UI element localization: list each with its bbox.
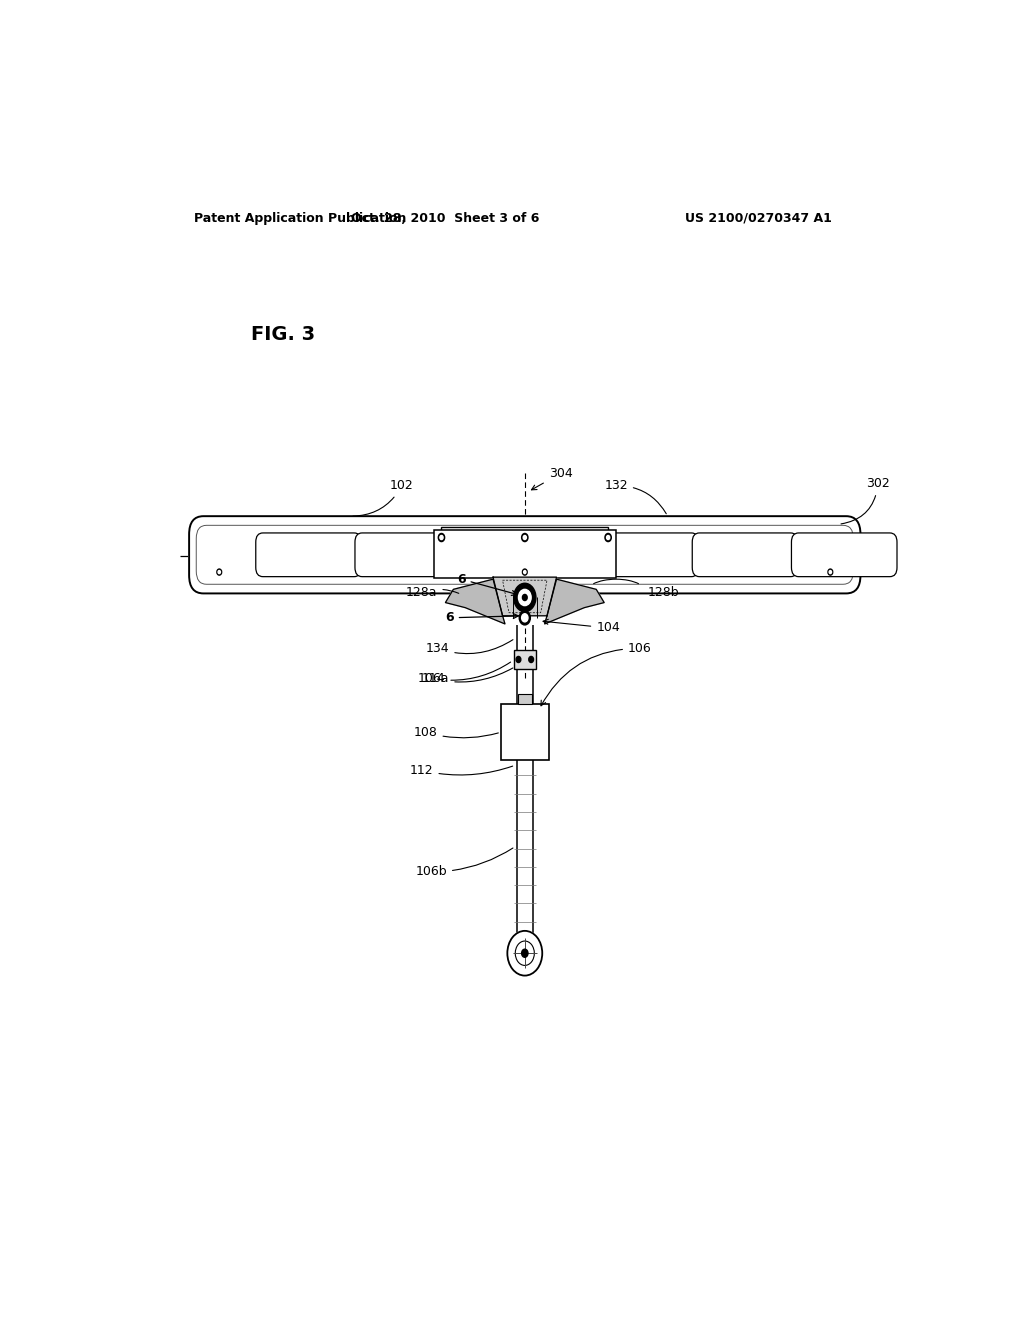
Polygon shape — [545, 579, 604, 624]
Bar — [514, 651, 536, 669]
FancyBboxPatch shape — [197, 525, 853, 585]
Text: 134: 134 — [426, 640, 513, 655]
Text: Patent Application Publication: Patent Application Publication — [194, 213, 407, 224]
FancyBboxPatch shape — [256, 533, 361, 577]
Polygon shape — [445, 579, 505, 624]
Text: 104: 104 — [543, 619, 620, 635]
Circle shape — [523, 570, 526, 574]
Text: 304: 304 — [531, 467, 572, 490]
FancyBboxPatch shape — [355, 533, 461, 577]
Circle shape — [438, 533, 444, 541]
Circle shape — [521, 614, 528, 622]
Circle shape — [218, 570, 220, 574]
Bar — [501, 704, 549, 760]
Circle shape — [507, 931, 543, 975]
Text: 6: 6 — [457, 573, 517, 595]
Circle shape — [521, 949, 528, 957]
Circle shape — [523, 536, 526, 540]
Text: FIG. 3: FIG. 3 — [251, 325, 315, 343]
FancyBboxPatch shape — [792, 533, 897, 577]
Circle shape — [829, 570, 831, 574]
Circle shape — [528, 656, 534, 663]
Bar — [441, 528, 608, 536]
FancyBboxPatch shape — [593, 533, 698, 577]
Circle shape — [522, 569, 527, 576]
Text: 102: 102 — [353, 479, 414, 516]
Text: 128a: 128a — [406, 586, 459, 599]
Text: 106b: 106b — [416, 847, 513, 878]
Circle shape — [521, 533, 528, 541]
Text: 132: 132 — [604, 479, 667, 513]
Text: 128b: 128b — [648, 586, 680, 599]
Circle shape — [522, 594, 527, 601]
Text: 114: 114 — [422, 663, 511, 685]
Circle shape — [605, 533, 611, 541]
Text: 6: 6 — [445, 611, 518, 624]
Circle shape — [828, 569, 833, 576]
Text: 112: 112 — [410, 764, 513, 776]
Text: 108: 108 — [414, 726, 499, 739]
Bar — [518, 694, 531, 704]
Circle shape — [606, 536, 609, 540]
FancyBboxPatch shape — [692, 533, 798, 577]
Circle shape — [518, 589, 531, 606]
Circle shape — [519, 611, 530, 624]
Text: US 2100/0270347 A1: US 2100/0270347 A1 — [685, 213, 833, 224]
Text: Oct. 28, 2010  Sheet 3 of 6: Oct. 28, 2010 Sheet 3 of 6 — [351, 213, 540, 224]
Circle shape — [516, 656, 521, 663]
Text: 302: 302 — [841, 477, 890, 524]
FancyBboxPatch shape — [189, 516, 860, 594]
Text: 106: 106 — [541, 642, 651, 706]
Circle shape — [440, 536, 443, 540]
Polygon shape — [494, 577, 557, 615]
Bar — [433, 531, 616, 578]
Circle shape — [514, 583, 536, 611]
Text: 106a: 106a — [418, 668, 513, 685]
Circle shape — [217, 569, 221, 576]
